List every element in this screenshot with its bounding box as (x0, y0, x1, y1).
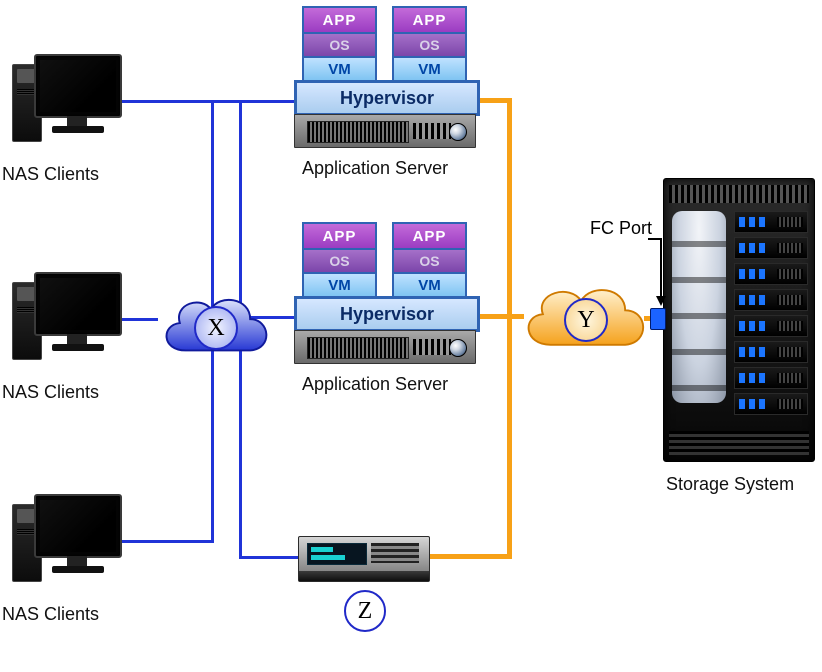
nas-client-3 (12, 488, 124, 596)
link-bus-app1 (211, 100, 295, 103)
vm-app-label: APP (302, 6, 377, 34)
vm-vm-label: VM (302, 58, 377, 82)
vm-app-label: APP (302, 222, 377, 250)
app2-rack (294, 330, 476, 364)
vm-vm-label: VM (392, 58, 467, 82)
cloud-y-letter: Y (564, 298, 608, 342)
vm-vm-label: VM (392, 274, 467, 298)
nas-client-2-label: NAS Clients (2, 382, 99, 403)
app2-vm-right: APP OS VM (392, 222, 467, 298)
app2-vm-left: APP OS VM (302, 222, 377, 298)
link-nas1 (118, 100, 214, 103)
cloud-x-letter: X (194, 306, 238, 350)
storage-system (663, 178, 815, 462)
app1-label: Application Server (302, 158, 448, 179)
nas-gateway-z (298, 536, 430, 582)
app2-hypervisor: Hypervisor (294, 296, 480, 332)
fc-port (650, 308, 666, 330)
nas-client-1 (12, 48, 124, 156)
link-nas2 (118, 318, 158, 321)
vm-os-label: OS (302, 34, 377, 58)
vm-app-label: APP (392, 222, 467, 250)
vm-os-label: OS (302, 250, 377, 274)
app1-rack (294, 114, 476, 148)
link-bus-z (239, 556, 299, 559)
orange-bus-v (507, 98, 512, 558)
app1-hypervisor: Hypervisor (294, 80, 480, 116)
link-z-y (428, 554, 512, 559)
app2-label: Application Server (302, 374, 448, 395)
nas-client-3-label: NAS Clients (2, 604, 99, 625)
app1-vm-left: APP OS VM (302, 6, 377, 82)
fc-arrow-v (660, 238, 662, 296)
link-app2-y (474, 314, 524, 319)
link-nas3 (118, 540, 214, 543)
fc-port-label: FC Port (590, 218, 652, 239)
vm-app-label: APP (392, 6, 467, 34)
node-z-letter: Z (344, 590, 386, 632)
vm-os-label: OS (392, 250, 467, 274)
fc-arrow-head (656, 296, 666, 306)
nas-client-1-label: NAS Clients (2, 164, 99, 185)
nas-client-2 (12, 266, 124, 374)
app1-vm-right: APP OS VM (392, 6, 467, 82)
vm-os-label: OS (392, 34, 467, 58)
vm-vm-label: VM (302, 274, 377, 298)
storage-label: Storage System (666, 474, 794, 495)
